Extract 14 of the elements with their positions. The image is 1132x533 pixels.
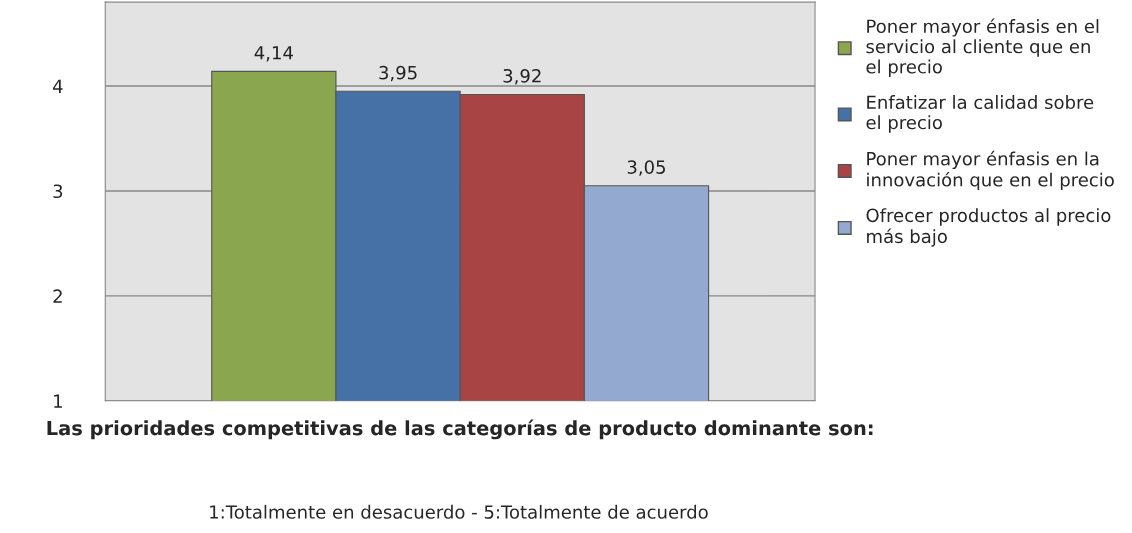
data-label: 3,05	[627, 160, 665, 176]
data-label: 3,95	[379, 65, 417, 82]
legend-label: Enfatizar la calidad sobre el precio	[866, 95, 1094, 133]
legend-label: Poner mayor énfasis en la innovación que en el precio	[867, 150, 1114, 191]
y-tick-label: 3	[53, 184, 63, 199]
legend-label: Poner mayor énfasis en el servicio al cliente que en el precio	[866, 18, 1099, 78]
y-tick-label: 4	[53, 79, 63, 93]
x-axis-title: Las prioridades competitivas de las categorías de producto dominante son:	[47, 419, 873, 440]
data-label: 3,92	[503, 68, 541, 85]
text: 1:Totalmente en desacuerdo - 5:Totalmente de acuerdo	[210, 504, 708, 519]
y-tick-label: 1	[54, 394, 62, 408]
legend-label: Ofrecer productos al precio más bajo	[866, 208, 1111, 247]
data-label: 4,14	[254, 46, 293, 62]
y-tick-label: 2	[53, 289, 62, 303]
